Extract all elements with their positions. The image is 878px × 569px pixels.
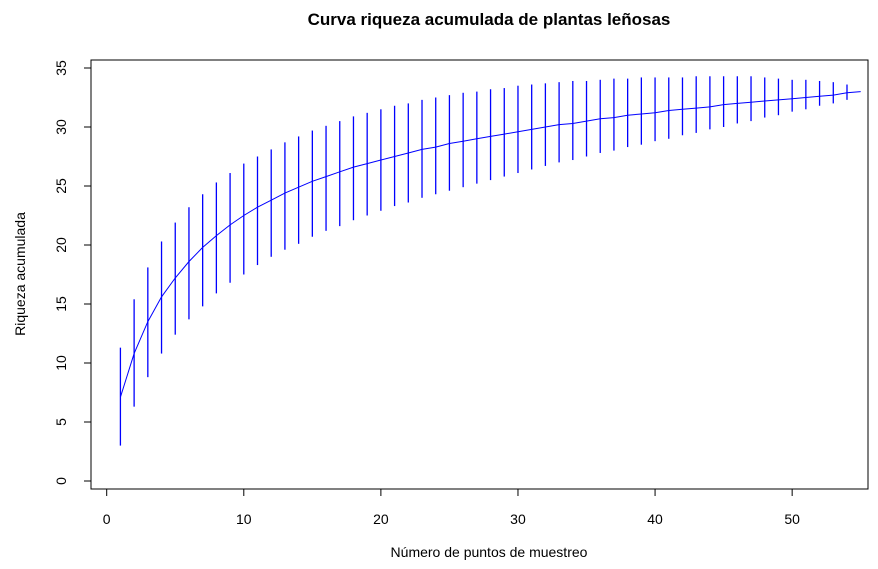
y-axis-label: Riqueza acumulada: [12, 212, 28, 336]
x-tick-label: 10: [236, 511, 252, 527]
y-tick-label: 25: [53, 178, 69, 194]
y-tick-label: 20: [53, 237, 69, 253]
y-tick-label: 0: [53, 477, 69, 485]
y-tick-label: 35: [53, 60, 69, 76]
series-line: [119, 91, 861, 398]
y-tick-label: 15: [53, 296, 69, 312]
plot-frame: [90, 59, 869, 490]
x-tick-label: 20: [373, 511, 389, 527]
x-axis: 0 10 20 30 40 50: [103, 488, 800, 527]
y-axis: 0 5 10 15 20 25 30 35: [53, 60, 92, 485]
x-tick-label: 0: [103, 511, 111, 527]
error-bars: [119, 76, 848, 446]
y-tick-label: 10: [53, 355, 69, 371]
x-tick-label: 30: [510, 511, 526, 527]
x-axis-label: Número de puntos de muestreo: [391, 544, 588, 560]
y-tick-label: 30: [53, 119, 69, 135]
x-tick-label: 50: [784, 511, 800, 527]
x-tick-label: 40: [647, 511, 663, 527]
y-tick-label: 5: [53, 418, 69, 426]
chart-title: Curva riqueza acumulada de plantas leños…: [308, 10, 671, 29]
